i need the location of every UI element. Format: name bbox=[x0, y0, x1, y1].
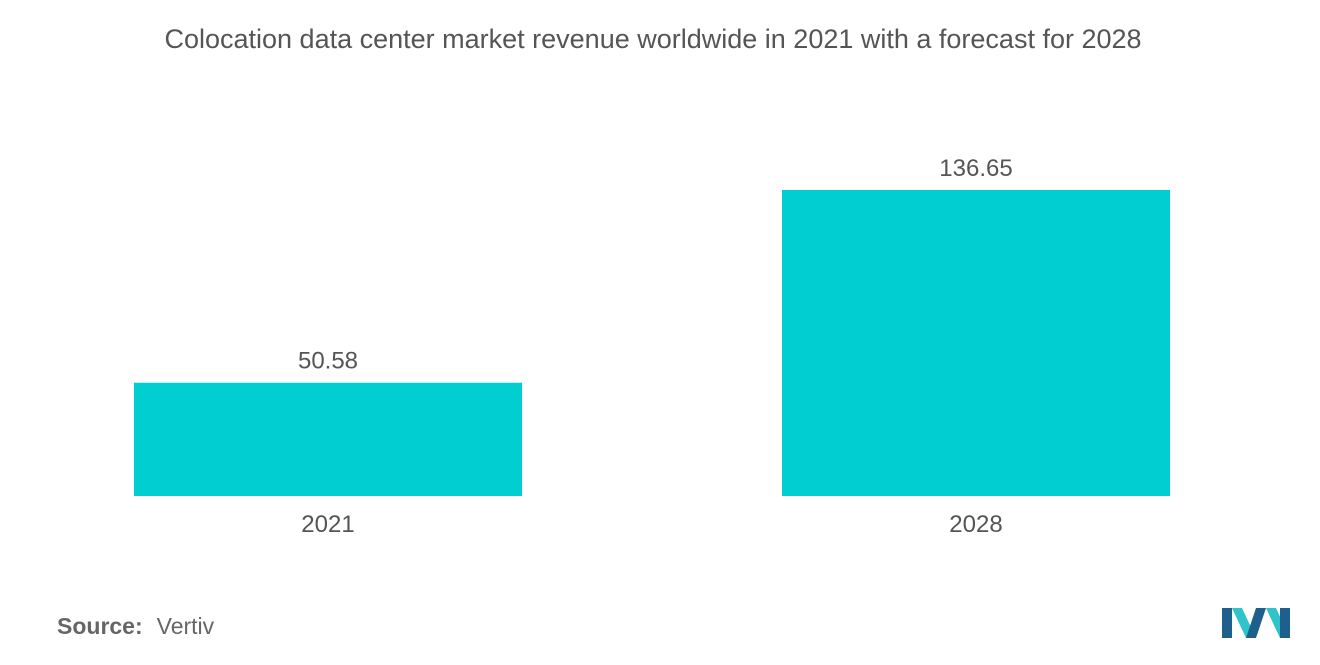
source-note: Source: Vertiv bbox=[57, 613, 214, 640]
data-label-2021: 50.58 bbox=[298, 348, 358, 375]
data-label-2028: 136.65 bbox=[939, 155, 1012, 182]
mordor-intelligence-logo-icon bbox=[1222, 608, 1290, 638]
source-value: Vertiv bbox=[156, 613, 215, 639]
x-tick-label-2021: 2021 bbox=[301, 511, 354, 538]
source-label: Source: bbox=[57, 613, 143, 639]
bar-2021 bbox=[134, 382, 522, 496]
bar-2028 bbox=[782, 190, 1170, 496]
x-tick-label-2028: 2028 bbox=[949, 511, 1002, 538]
chart-title: Colocation data center market revenue wo… bbox=[164, 24, 1142, 54]
